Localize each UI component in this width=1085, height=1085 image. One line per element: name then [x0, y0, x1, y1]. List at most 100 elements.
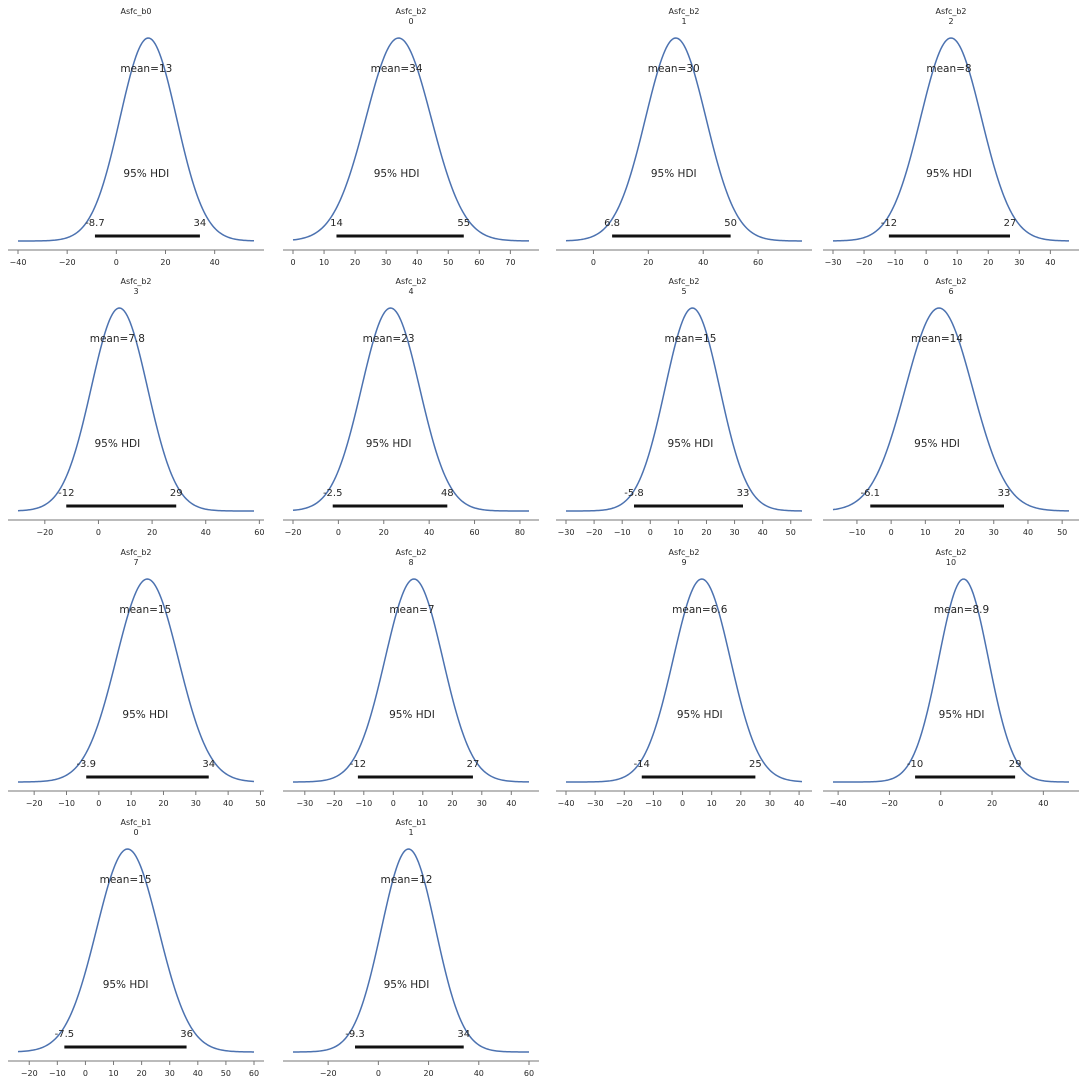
panel-title-index: 5: [681, 287, 686, 296]
hdi-upper-label: 27: [1004, 218, 1017, 229]
hdi-label: 95% HDI: [651, 168, 697, 180]
x-tick-label: −10: [887, 258, 904, 267]
x-tick-label: −20: [326, 799, 343, 808]
x-tick-label: 50: [221, 1069, 231, 1078]
x-tick-label: 0: [591, 258, 596, 267]
x-tick-label: 50: [786, 528, 796, 537]
hdi-label: 95% HDI: [677, 709, 723, 721]
x-tick-label: 20: [158, 799, 168, 808]
x-tick-label: 60: [753, 258, 763, 267]
x-tick-label: 20: [954, 528, 964, 537]
hdi-upper-label: 27: [467, 759, 480, 770]
x-tick-label: 30: [165, 1069, 175, 1078]
x-tick-label: −30: [558, 528, 575, 537]
x-tick-label: 40: [1045, 258, 1055, 267]
hdi-label: 95% HDI: [926, 168, 972, 180]
x-tick-label: 10: [418, 799, 428, 808]
hdi-upper-label: 34: [194, 218, 207, 229]
x-tick-label: −10: [355, 799, 372, 808]
hdi-lower-label: -6.1: [861, 488, 881, 499]
panel-title-index: 0: [133, 828, 138, 837]
x-tick-label: 20: [983, 258, 993, 267]
x-tick-label: −20: [616, 799, 633, 808]
x-tick-label: 0: [336, 528, 341, 537]
x-tick-label: −40: [830, 799, 847, 808]
mean-label: mean=15: [119, 604, 171, 616]
x-tick-label: −20: [59, 258, 76, 267]
x-tick-label: 10: [673, 528, 683, 537]
x-tick-label: 20: [350, 258, 360, 267]
panel-title-index: 6: [948, 287, 953, 296]
panel-title: Asfc_b2: [120, 277, 151, 286]
x-tick-label: 0: [648, 528, 653, 537]
x-tick-label: 10: [707, 799, 717, 808]
x-tick-label: 0: [96, 528, 101, 537]
hdi-lower-label: -12: [58, 488, 74, 499]
x-tick-label: −20: [26, 799, 43, 808]
x-tick-label: 0: [376, 1069, 381, 1078]
panel-title: Asfc_b2: [395, 548, 426, 557]
x-tick-label: −20: [36, 528, 53, 537]
hdi-label: 95% HDI: [123, 168, 169, 180]
x-tick-label: 20: [701, 528, 711, 537]
x-tick-label: 40: [424, 528, 434, 537]
panel-title-index: 3: [133, 287, 138, 296]
x-tick-label: 60: [249, 1069, 259, 1078]
x-tick-label: 20: [137, 1069, 147, 1078]
hdi-lower-label: -7.5: [55, 1029, 75, 1040]
density-curve: [565, 37, 803, 242]
x-tick-label: 60: [254, 528, 264, 537]
x-tick-label: 60: [524, 1069, 534, 1078]
mean-label: mean=7: [389, 604, 434, 616]
density-curve: [17, 307, 254, 512]
hdi-label: 95% HDI: [389, 709, 435, 721]
panel-title-index: 1: [408, 828, 413, 837]
x-tick-label: 40: [1038, 799, 1048, 808]
x-tick-label: 30: [191, 799, 201, 808]
x-tick-label: 20: [987, 799, 997, 808]
panel-title: Asfc_b2: [935, 548, 966, 557]
density-curve: [292, 37, 530, 242]
x-tick-label: 30: [729, 528, 739, 537]
panel-title: Asfc_b2: [668, 548, 699, 557]
x-tick-label: 30: [989, 528, 999, 537]
mean-label: mean=13: [120, 63, 172, 75]
hdi-lower-label: 6.8: [604, 218, 620, 229]
x-tick-label: 0: [114, 258, 119, 267]
x-tick-label: 50: [255, 799, 265, 808]
density-curve: [292, 578, 530, 783]
hdi-label: 95% HDI: [374, 168, 420, 180]
x-tick-label: −20: [285, 528, 302, 537]
x-tick-label: 30: [765, 799, 775, 808]
panel-title: Asfc_b2: [395, 277, 426, 286]
x-tick-label: 40: [223, 799, 233, 808]
x-tick-label: 10: [952, 258, 962, 267]
density-curve: [833, 578, 1069, 783]
x-tick-label: −30: [587, 799, 604, 808]
x-tick-label: 20: [736, 799, 746, 808]
panel-title: Asfc_b2: [935, 7, 966, 16]
hdi-lower-label: -3.9: [76, 759, 96, 770]
mean-label: mean=8.9: [934, 604, 989, 616]
panel-title: Asfc_b2: [120, 548, 151, 557]
panel-title-index: 8: [408, 558, 413, 567]
x-tick-label: −30: [296, 799, 313, 808]
hdi-lower-label: -2.5: [323, 488, 343, 499]
mean-label: mean=7.8: [90, 333, 145, 345]
x-tick-label: −20: [586, 528, 603, 537]
x-tick-label: 10: [319, 258, 329, 267]
x-tick-label: 30: [477, 799, 487, 808]
hdi-upper-label: 36: [180, 1029, 193, 1040]
x-tick-label: 0: [96, 799, 101, 808]
x-tick-label: −10: [848, 528, 865, 537]
x-tick-label: 0: [680, 799, 685, 808]
x-tick-label: 40: [698, 258, 708, 267]
density-curve: [292, 848, 529, 1053]
hdi-upper-label: 50: [724, 218, 737, 229]
panel-title: Asfc_b2: [668, 277, 699, 286]
x-tick-label: 40: [1023, 528, 1033, 537]
hdi-lower-label: -9.3: [345, 1029, 365, 1040]
mean-label: mean=14: [911, 333, 963, 345]
x-tick-label: 10: [920, 528, 930, 537]
x-tick-label: 40: [412, 258, 422, 267]
